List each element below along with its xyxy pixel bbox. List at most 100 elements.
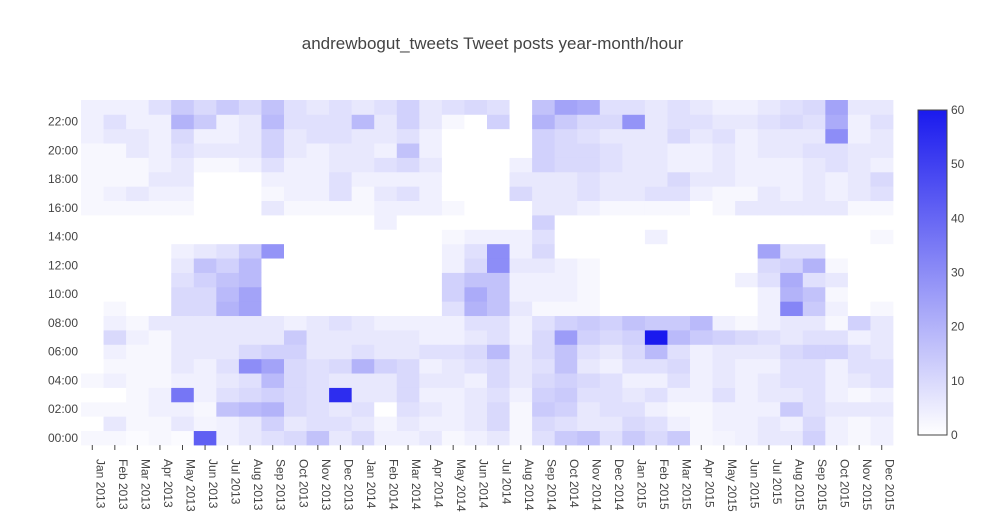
heatmap-cell	[757, 301, 781, 317]
heatmap-cell	[374, 344, 398, 360]
heatmap-cell	[306, 229, 330, 245]
heatmap-cell	[284, 416, 307, 432]
heatmap-cell	[396, 330, 420, 345]
heatmap-cell	[193, 215, 217, 230]
heatmap-cell	[238, 258, 262, 273]
heatmap-cell	[554, 286, 578, 302]
heatmap-cell	[667, 286, 691, 302]
heatmap-cell	[284, 114, 307, 130]
heatmap-cell	[81, 315, 104, 331]
heatmap-cell	[306, 157, 330, 173]
heatmap-cell	[825, 215, 849, 230]
heatmap-cell	[216, 344, 240, 360]
heatmap-cell	[847, 171, 871, 187]
heatmap-cell	[441, 157, 465, 173]
heatmap-cell	[735, 243, 759, 259]
heatmap-cell	[103, 171, 127, 187]
heatmap-cell	[261, 344, 285, 360]
x-tick-label: Jul 2013	[229, 459, 243, 505]
heatmap-cell	[690, 114, 713, 130]
heatmap-cell	[81, 171, 104, 187]
heatmap-cell	[171, 373, 195, 388]
heatmap-cell	[757, 315, 781, 331]
heatmap-cell	[306, 128, 330, 144]
heatmap-cell	[847, 100, 871, 115]
heatmap-cell	[193, 430, 217, 446]
colorbar-tick-label: 20	[951, 320, 965, 334]
heatmap-cell	[577, 358, 601, 374]
heatmap-cell	[374, 315, 398, 331]
heatmap-cell	[577, 243, 601, 259]
heatmap-cell	[847, 157, 871, 173]
heatmap-cell	[644, 286, 668, 302]
heatmap-cell	[193, 330, 217, 345]
heatmap-cell	[735, 330, 759, 345]
heatmap-cell	[171, 286, 195, 302]
heatmap-cell	[847, 373, 871, 388]
heatmap-cell	[216, 387, 240, 403]
heatmap-cell	[238, 157, 262, 173]
heatmap-cell	[644, 114, 668, 130]
heatmap-cell	[780, 114, 804, 130]
heatmap-cell	[802, 200, 826, 216]
heatmap-cell	[870, 200, 894, 216]
heatmap-cell	[554, 430, 578, 446]
heatmap-cell	[487, 358, 510, 374]
heatmap-cell	[374, 200, 398, 216]
heatmap-cell	[847, 258, 871, 273]
heatmap-cell	[374, 157, 398, 173]
heatmap-cell	[216, 272, 240, 288]
heatmap-cell	[735, 258, 759, 273]
heatmap-cell	[284, 315, 307, 331]
heatmap-cell	[644, 243, 668, 259]
heatmap-cell	[216, 301, 240, 317]
heatmap-cell	[374, 171, 398, 187]
heatmap-cell	[284, 330, 307, 345]
heatmap-cell	[419, 286, 443, 302]
heatmap-cell	[622, 430, 646, 446]
heatmap-cell	[577, 258, 601, 273]
heatmap-cell	[667, 401, 691, 417]
heatmap-cell	[261, 373, 285, 388]
heatmap-cell	[171, 200, 195, 216]
heatmap-cell	[644, 100, 668, 115]
heatmap-cell	[441, 200, 465, 216]
heatmap-cell	[238, 358, 262, 374]
x-tick-label: Dec 2014	[612, 459, 626, 511]
heatmap-cell	[126, 200, 150, 216]
heatmap-cell	[419, 344, 443, 360]
heatmap-cell	[193, 143, 217, 158]
heatmap-cell	[667, 272, 691, 288]
heatmap-cell	[735, 301, 759, 317]
heatmap-cell	[757, 200, 781, 216]
heatmap-cell	[554, 373, 578, 388]
heatmap-cell	[509, 358, 533, 374]
heatmap-cell	[622, 200, 646, 216]
heatmap-cell	[712, 301, 736, 317]
heatmap-cell	[238, 344, 262, 360]
heatmap-cell	[238, 229, 262, 245]
heatmap-cell	[261, 186, 285, 202]
heatmap-cell	[126, 171, 150, 187]
heatmap-cell	[126, 272, 150, 288]
heatmap-cell	[577, 430, 601, 446]
heatmap-cell	[216, 315, 240, 331]
heatmap-cell	[509, 128, 533, 144]
heatmap-cell	[870, 401, 894, 417]
heatmap-cell	[847, 229, 871, 245]
heatmap-cell	[622, 315, 646, 331]
heatmap-cell	[644, 430, 668, 446]
heatmap-cell	[870, 243, 894, 259]
heatmap-cell	[216, 186, 240, 202]
heatmap-cell	[870, 315, 894, 331]
heatmap-cell	[193, 229, 217, 245]
heatmap-cell	[825, 358, 849, 374]
heatmap-cell	[847, 301, 871, 317]
heatmap-cell	[284, 358, 307, 374]
heatmap-cell	[667, 258, 691, 273]
heatmap-cell	[825, 344, 849, 360]
heatmap-cell	[193, 301, 217, 317]
heatmap-cell	[306, 358, 330, 374]
heatmap-cell	[441, 100, 465, 115]
heatmap-cell	[81, 243, 104, 259]
